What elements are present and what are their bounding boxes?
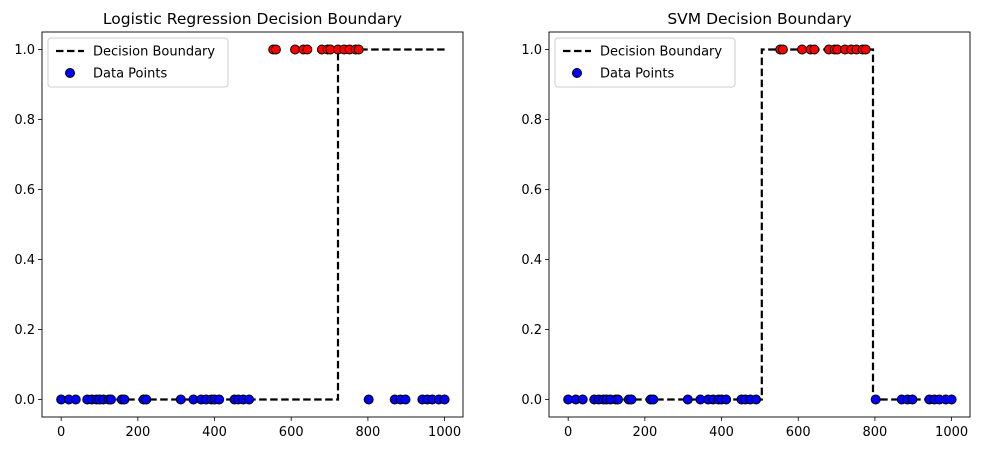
data-point (613, 394, 624, 405)
x-tick-label: 200 (632, 425, 657, 440)
x-tick-label: 0 (57, 425, 65, 440)
x-tick-label: 600 (279, 425, 304, 440)
y-tick-label: 1.0 (521, 43, 542, 58)
x-tick-label: 800 (862, 425, 887, 440)
data-point (141, 394, 152, 405)
data-point (946, 394, 957, 405)
legend: Decision Boundary Data Points (554, 37, 736, 88)
legend-marker-swatch (65, 68, 75, 78)
y-tick-label: 0.8 (521, 113, 542, 128)
data-point (353, 44, 364, 55)
y-tick-label: 1.0 (14, 43, 35, 58)
x-tick-label: 600 (786, 425, 811, 440)
plot-frame (548, 31, 971, 418)
data-point (682, 394, 693, 405)
data-point (363, 394, 374, 405)
decision-boundary-line (61, 48, 445, 401)
y-tick-label: 0.2 (14, 323, 35, 338)
data-point (302, 44, 313, 55)
chart-panel-1: Logistic Regression Decision Boundary 0 20… (14, 10, 464, 440)
data-point (721, 394, 732, 405)
legend-label: Decision Boundary (93, 45, 215, 60)
x-tick-label: 1000 (935, 425, 968, 440)
x-tick-label: 400 (202, 425, 227, 440)
y-tick-label: 0.0 (14, 393, 35, 408)
data-point (577, 394, 588, 405)
y-tick-label: 0.6 (14, 183, 35, 198)
y-tick-label: 0.6 (521, 183, 542, 198)
legend: Decision Boundary Data Points (47, 37, 229, 88)
legend-box (554, 37, 736, 88)
data-point (244, 394, 255, 405)
data-point (119, 394, 130, 405)
x-tick-label: 0 (564, 425, 572, 440)
data-point (70, 394, 81, 405)
legend-box (47, 37, 229, 88)
x-tick-label: 1000 (428, 425, 461, 440)
data-point (214, 394, 225, 405)
data-point (809, 44, 820, 55)
legend-label: Decision Boundary (600, 45, 722, 60)
data-point (777, 44, 788, 55)
chart-panel-2: SVM Decision Boundary 0 200 400 600 800 1000 0.… (521, 10, 971, 440)
data-point (626, 394, 637, 405)
data-point (870, 394, 881, 405)
legend-marker-swatch (572, 68, 582, 78)
data-point (648, 394, 659, 405)
y-tick-label: 0.2 (521, 323, 542, 338)
data-point (400, 394, 411, 405)
data-point (439, 394, 450, 405)
data-point (175, 394, 186, 405)
y-tick-label: 0.0 (521, 393, 542, 408)
chart-title: Logistic Regression Decision Boundary (103, 10, 402, 28)
x-tick-label: 200 (125, 425, 150, 440)
data-point (270, 44, 281, 55)
x-tick-label: 400 (709, 425, 734, 440)
legend-label: Data Points (93, 67, 167, 82)
data-point (106, 394, 117, 405)
data-point (290, 44, 301, 55)
x-tick-label: 800 (355, 425, 380, 440)
data-point (860, 44, 871, 55)
y-tick-label: 0.8 (14, 113, 35, 128)
data-point (797, 44, 808, 55)
plot-frame (41, 31, 464, 418)
data-point (751, 394, 762, 405)
decision-boundary-line (568, 48, 952, 401)
y-tick-label: 0.4 (521, 253, 542, 268)
y-tick-label: 0.4 (14, 253, 35, 268)
data-point (907, 394, 918, 405)
chart-title: SVM Decision Boundary (667, 10, 851, 28)
legend-label: Data Points (600, 67, 674, 82)
